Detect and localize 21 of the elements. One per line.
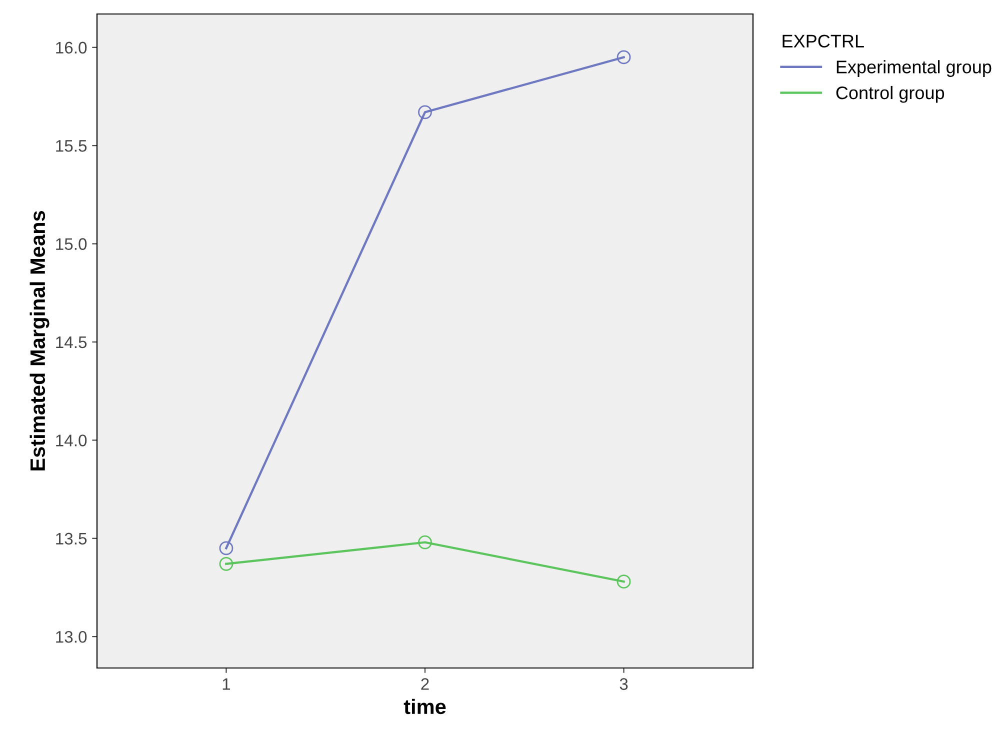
x-tick-label: 2 xyxy=(421,678,429,690)
point xyxy=(418,105,432,120)
y-tick-label: 16.0 xyxy=(56,42,87,54)
point xyxy=(616,574,631,589)
y-tick-label: 15.0 xyxy=(56,238,87,250)
x-tick-label: 3 xyxy=(620,678,628,690)
x-axis-title: time xyxy=(404,698,446,714)
y-tick-label: 14.0 xyxy=(56,434,87,446)
legend-label: Control group xyxy=(836,86,944,103)
point xyxy=(418,535,432,550)
y-tick-label: 15.5 xyxy=(56,140,87,152)
legend-label: Experimental group xyxy=(836,60,992,77)
point xyxy=(219,556,234,571)
y-tick-label: 14.5 xyxy=(56,336,87,348)
legend-title: EXPCTRL xyxy=(782,34,864,48)
x-tick-label: 1 xyxy=(222,678,230,690)
point xyxy=(219,541,234,556)
y-axis-title: Estimated Marginal Means xyxy=(30,211,50,470)
y-tick-label: 13.0 xyxy=(56,630,87,643)
y-tick-label: 13.5 xyxy=(56,532,87,545)
point xyxy=(616,50,631,64)
